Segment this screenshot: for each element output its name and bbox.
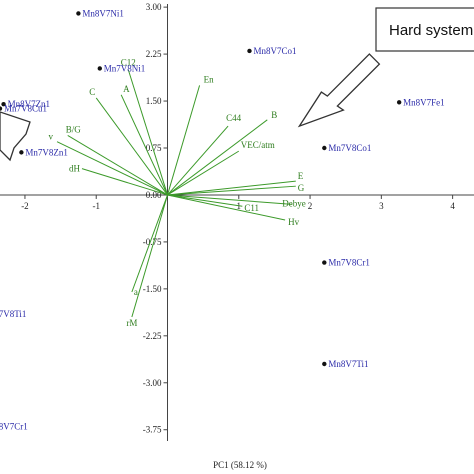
x-axis-title: PC1 (58.12 %) [213,460,267,470]
x-tick-label: -2 [21,201,29,211]
sample-label: Mn7V8Cr1 [328,258,370,268]
sample-label: Mn7V8Ni1 [104,63,146,73]
sample-point [76,11,81,16]
loading-label: v [49,132,54,142]
loading-label: Debye [282,198,306,208]
y-tick-label: -2.25 [143,331,162,341]
sample-label: Mn7V8Cu1 [4,104,47,114]
sample-label: Mn7V8Co1 [328,143,371,153]
loading-label: C12 [121,58,136,68]
loading-vector-c12 [127,69,168,196]
sample-point [97,66,102,71]
loading-vector-e [167,180,296,196]
loading-vector-c11 [167,194,243,207]
y-tick-label: -3.75 [143,425,162,435]
callout-arrow [297,53,381,128]
callout-arrow-left [0,111,31,162]
sample-point [322,260,327,265]
sample-point [19,150,24,155]
loading-label: VEC/atm [241,140,275,150]
loading-label: A [123,84,130,94]
sample-label: Mn8V7Zn1 [8,99,51,109]
y-tick-label: 2.25 [146,49,162,59]
y-tick-label: -1.50 [143,284,162,294]
loading-label: C44 [226,113,242,123]
sample-label: Mn7V8Zn1 [25,147,68,157]
x-tick-label: 3 [379,201,384,211]
x-tick-label: -1 [92,201,100,211]
loading-label: B [271,110,277,120]
sample-point [322,145,327,151]
loading-vector-debye [167,194,293,205]
loading-label: C11 [244,203,259,213]
y-tick-label: 3.00 [146,2,162,12]
loading-label: C [89,87,95,97]
loading-vector-c44 [167,125,229,196]
sample-point [247,48,252,54]
loading-vector-rm [131,194,168,318]
callout-box [375,7,474,52]
y-tick-label: 0.00 [146,190,162,200]
loading-label: En [204,74,214,84]
sample-label: Mn8V7Cr1 [0,422,28,432]
loading-vector-b [167,119,268,196]
x-tick-label: 4 [450,201,455,211]
loading-vector-v [56,141,168,196]
sample-point [396,100,402,105]
loading-label: Hv [288,217,299,227]
loading-label: a [134,287,138,297]
sample-label: Mn8V7Ti1 [328,359,368,369]
loading-label: G [298,183,305,193]
y-tick-label: -0.75 [143,237,162,247]
loading-vector-hv [167,194,286,221]
y-tick-label: 0.75 [146,143,162,153]
callout-label: Hard system [389,22,473,39]
loading-vector-dh [81,168,168,196]
loading-label: E [298,171,304,181]
loading-vectors: C12 En A C C44 B B/G v VEC/atm dH EG C11 Debye Hv a rM [49,58,306,328]
sample-label: Mn8V7Co1 [253,46,296,56]
sample-label: Mn8V7Fe1 [403,97,445,107]
loading-label: B/G [66,124,82,134]
sample-label: Mn8V7Ni1 [82,8,124,18]
loading-vector-b-g [67,135,168,196]
loading-vector-c [95,97,168,196]
loading-label: dH [69,164,81,174]
axes: -2-112343.002.251.500.750.00-0.75-1.50-2… [0,2,474,441]
loading-vector-g [167,185,296,196]
loading-vector-en [167,85,201,196]
loading-label: rM [126,318,137,328]
y-tick-label: -3.00 [143,378,162,388]
sample-point [322,361,327,367]
loading-vector-vec-atm [167,150,240,196]
sample-label: Mn7V8Ti1 [0,309,26,319]
x-tick-label: 2 [308,201,313,211]
loading-vector-a [131,194,168,293]
sample-points: Mn8V7Ni1 Mn8V7Co1 Mn7V8Ni1 Mn8V7Zn1Mn7V8Cu1… [0,8,445,432]
loading-vector-a [120,94,168,196]
y-tick-label: 1.50 [146,96,162,106]
sample-point [0,106,3,111]
sample-point [1,101,6,107]
callouts: Hard system [0,7,474,162]
